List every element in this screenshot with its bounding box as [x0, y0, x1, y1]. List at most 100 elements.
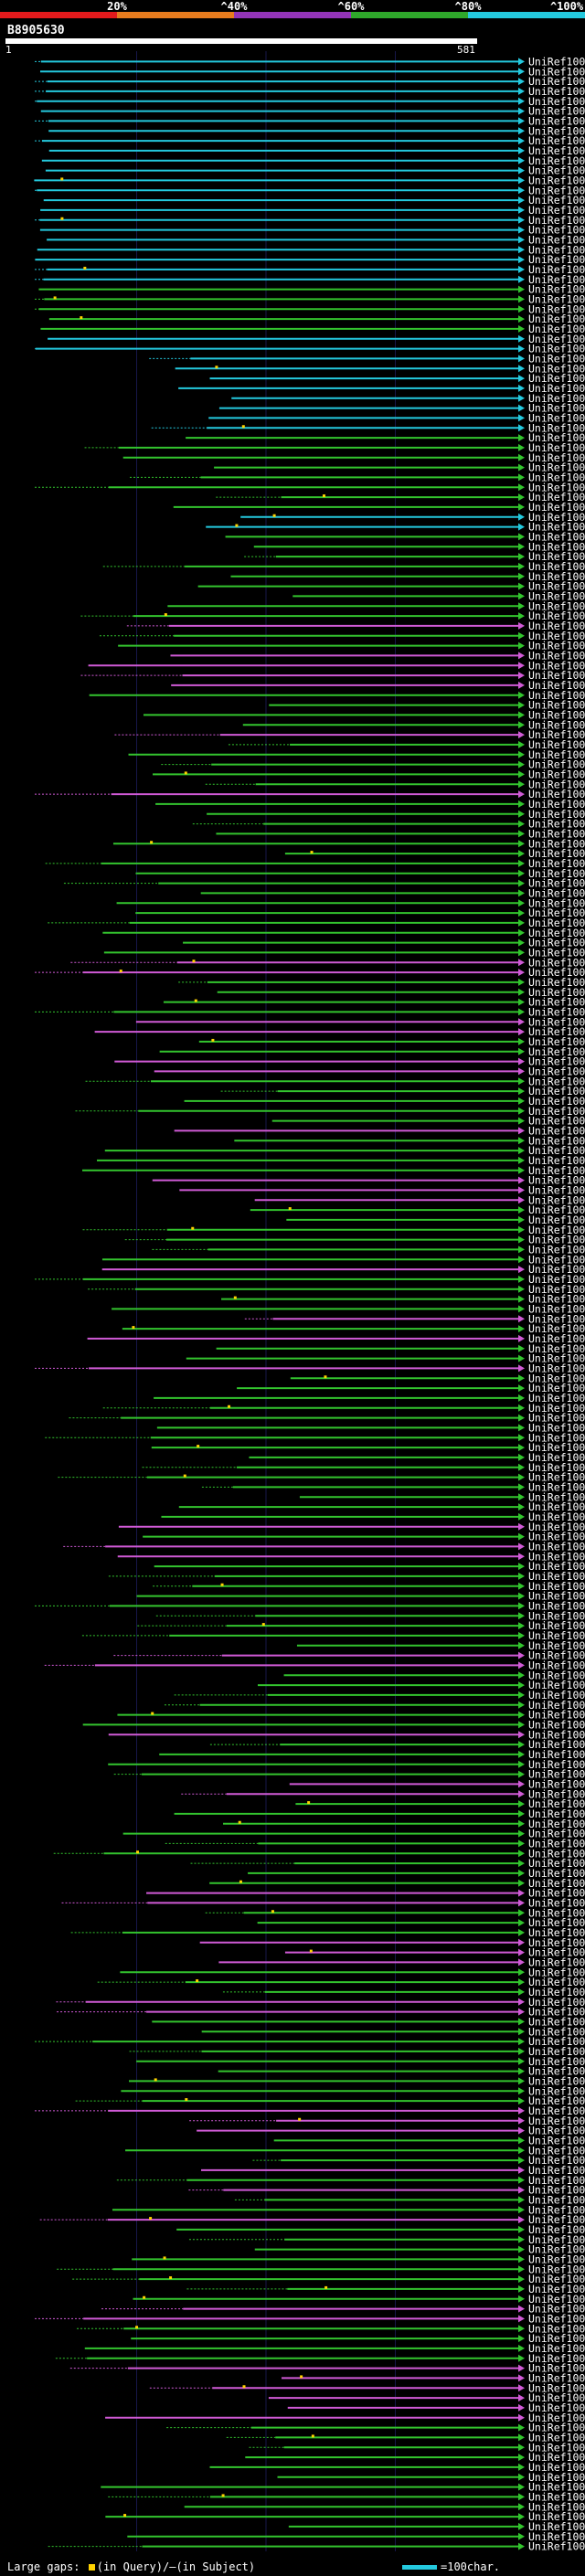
- hit-label[interactable]: UniRef100_B3RVC6: [528, 778, 585, 790]
- hit-label[interactable]: UniRef100_B5Z7G5: [528, 1382, 585, 1394]
- hit-label[interactable]: UniRef100_Q69BI9: [528, 2154, 585, 2167]
- hit-label[interactable]: UniRef100_C5JCL1: [528, 1580, 585, 1593]
- hit-label[interactable]: UniRef100_Q1WLT8: [528, 481, 585, 493]
- hit-label[interactable]: UniRef100_C1BE16: [528, 2520, 585, 2533]
- hit-label[interactable]: UniRef100_A6UQ03: [528, 2115, 585, 2127]
- hit-label[interactable]: UniRef100_B9GZ18: [528, 105, 585, 118]
- hit-label[interactable]: UniRef100_Q6QHZ1: [528, 1402, 585, 1415]
- hit-label[interactable]: UniRef100_Q6BBW0: [528, 1511, 585, 1523]
- hit-label[interactable]: UniRef100_C1GVM0: [528, 788, 585, 800]
- hit-label[interactable]: UniRef100_UPI000...: [528, 1342, 585, 1355]
- hit-label[interactable]: UniRef100_Q69BK7: [528, 2332, 585, 2345]
- hit-label[interactable]: UniRef100_B7FYB7: [528, 550, 585, 563]
- hit-label[interactable]: UniRef100_Q7S2U0: [528, 1164, 585, 1177]
- hit-label[interactable]: UniRef100_Q6H4M9: [528, 233, 585, 246]
- hit-label[interactable]: UniRef100_A5DC66: [528, 1451, 585, 1464]
- hit-label[interactable]: UniRef100_UPI000...: [528, 1283, 585, 1296]
- hit-label[interactable]: UniRef100_B9QIQ8: [528, 669, 585, 682]
- hit-label[interactable]: UniRef100_Q7ZLG4: [528, 253, 585, 266]
- hit-label[interactable]: UniRef100_Q7PWI1: [528, 906, 585, 919]
- hit-label[interactable]: UniRef100_Q69BK6: [528, 2471, 585, 2484]
- hit-label[interactable]: UniRef100_C5LN32: [528, 1936, 585, 1949]
- hit-label[interactable]: UniRef100_Q9V029: [528, 1203, 585, 1216]
- hit-label[interactable]: UniRef100_B3LA23: [528, 1154, 585, 1167]
- hit-label[interactable]: UniRef100_C5GKU6: [528, 966, 585, 979]
- hit-label[interactable]: UniRef100_Q8L7R3: [528, 372, 585, 385]
- hit-label[interactable]: UniRef100_A7ETJ0: [528, 649, 585, 662]
- hit-label[interactable]: UniRef100_Q6HIZ6: [528, 540, 585, 553]
- hit-label[interactable]: UniRef100_Q5KI56: [528, 1183, 585, 1196]
- hit-label[interactable]: UniRef100_Q8GMW2: [528, 530, 585, 543]
- hit-label[interactable]: UniRef100_Q9HEB4: [528, 471, 585, 483]
- hit-label[interactable]: UniRef100_B8LMH0: [528, 352, 585, 365]
- hit-label[interactable]: UniRef100_C4YB86: [528, 738, 585, 751]
- hit-label[interactable]: UniRef100_A1B4F2: [528, 2125, 585, 2137]
- hit-label[interactable]: UniRef100_UPI000...: [528, 2490, 585, 2503]
- hit-label[interactable]: UniRef100_Q4N139: [528, 2500, 585, 2513]
- hit-label[interactable]: UniRef100_P47985: [528, 2461, 585, 2474]
- hit-label[interactable]: UniRef100_Q2N8B0: [528, 927, 585, 939]
- hit-label[interactable]: UniRef100_B6KM75: [528, 679, 585, 692]
- hit-label[interactable]: UniRef100_Q5P2H1: [528, 224, 585, 237]
- hit-label[interactable]: UniRef100_Q1EMW9: [528, 343, 585, 355]
- hit-label[interactable]: UniRef100_B4LT56: [528, 1768, 585, 1781]
- hit-label[interactable]: UniRef100_C6JVS4: [528, 2401, 585, 2414]
- hit-label[interactable]: UniRef100_A7WPR5: [528, 1956, 585, 1968]
- hit-label[interactable]: UniRef100_Q1E9R4: [528, 1174, 585, 1187]
- hit-label[interactable]: UniRef100_Q6MS7: [528, 1639, 585, 1652]
- hit-label[interactable]: UniRef100_Q52LR5: [528, 1986, 585, 1998]
- hit-label[interactable]: UniRef100_C5LTD7: [528, 1926, 585, 1939]
- hit-label[interactable]: UniRef100_C5KY88: [528, 1946, 585, 1959]
- hit-label[interactable]: UniRef100_A1CBO7: [528, 1302, 585, 1315]
- hit-label[interactable]: UniRef100_B6CP48: [528, 2422, 585, 2434]
- hit-label[interactable]: UniRef100_P05417: [528, 2193, 585, 2206]
- hit-label[interactable]: UniRef100_C6T059: [528, 65, 585, 78]
- hit-label[interactable]: UniRef100_Q0CFB9: [528, 620, 585, 632]
- hit-label[interactable]: UniRef100_Q09154: [528, 2184, 585, 2197]
- hit-label[interactable]: UniRef100_UPI000...: [528, 2213, 585, 2226]
- hit-label[interactable]: UniRef100_B3VTV1: [528, 1144, 585, 1157]
- hit-label[interactable]: UniRef100_Q69BK9: [528, 2481, 585, 2494]
- hit-label[interactable]: UniRef100_A7QTB5: [528, 174, 585, 186]
- hit-label[interactable]: UniRef100_B4Q764: [528, 1224, 585, 1236]
- hit-label[interactable]: UniRef100_C5M922: [528, 1590, 585, 1603]
- hit-label[interactable]: UniRef100_P51133: [528, 124, 585, 137]
- hit-label[interactable]: UniRef100_B4Q257: [528, 808, 585, 821]
- hit-label[interactable]: UniRef100_Q9U1H0: [528, 1095, 585, 1108]
- hit-label[interactable]: UniRef100_Q69BI8: [528, 2243, 585, 2256]
- hit-label[interactable]: UniRef100_Q6FC48: [528, 1797, 585, 1810]
- hit-label[interactable]: UniRef100_Q9A5U5: [528, 1966, 585, 1978]
- hit-label[interactable]: UniRef100_Q69BK2: [528, 1540, 585, 1553]
- hit-label[interactable]: UniRef100_P0D067: [528, 1273, 585, 1286]
- hit-label[interactable]: UniRef100_UPI000...: [528, 382, 585, 395]
- hit-label[interactable]: UniRef100_Q5BAV4: [528, 2412, 585, 2424]
- hit-label[interactable]: UniRef100_B5P0H5: [528, 333, 585, 345]
- hit-label[interactable]: UniRef100_B5FYB1: [528, 2094, 585, 2107]
- hit-label[interactable]: UniRef100_A3R3F2: [528, 1263, 585, 1276]
- hit-label[interactable]: UniRef100_Q56701: [528, 402, 585, 415]
- hit-label[interactable]: UniRef100_B6Z252: [528, 1500, 585, 1513]
- hit-label[interactable]: UniRef100_UPI000...: [528, 1362, 585, 1374]
- hit-label[interactable]: UniRef100_Q9AJ59: [528, 302, 585, 315]
- hit-label[interactable]: UniRef100_A9RI84: [528, 392, 585, 405]
- hit-label[interactable]: UniRef100_B5VPL8: [528, 2530, 585, 2543]
- hit-label[interactable]: UniRef100_A9B185: [528, 847, 585, 860]
- hit-label[interactable]: UniRef100_B4MW60: [528, 946, 585, 959]
- hit-label[interactable]: UniRef100_B6AUE7: [528, 1293, 585, 1306]
- hit-label[interactable]: UniRef100_Q7CXJ6: [528, 1372, 585, 1384]
- hit-label[interactable]: UniRef100_C3ZEL3: [528, 986, 585, 999]
- hit-label[interactable]: UniRef100_B9GMU2: [528, 194, 585, 207]
- hit-label[interactable]: UniRef100_Q9R9G2: [528, 1679, 585, 1691]
- hit-label[interactable]: UniRef100_Q69BJ3: [528, 1916, 585, 1929]
- hit-label[interactable]: UniRef100_A4KF65: [528, 1896, 585, 1909]
- hit-label[interactable]: UniRef100_C1MT06: [528, 441, 585, 454]
- hit-label[interactable]: UniRef100_A5DUH8: [528, 768, 585, 780]
- hit-label[interactable]: UniRef100_B2VX82: [528, 718, 585, 731]
- hit-label[interactable]: UniRef100_Q69BJ2: [528, 1847, 585, 1860]
- hit-label[interactable]: UniRef100_A4QTE7: [528, 867, 585, 880]
- hit-label[interactable]: UniRef100_Q69BJ7: [528, 2253, 585, 2265]
- hit-label[interactable]: UniRef100_B8ME35: [528, 1659, 585, 1671]
- hit-label[interactable]: UniRef100_UPI000...: [528, 1471, 585, 1484]
- hit-label[interactable]: UniRef100_A7S173: [528, 976, 585, 989]
- hit-label[interactable]: UniRef100_Q8KU06: [528, 896, 585, 909]
